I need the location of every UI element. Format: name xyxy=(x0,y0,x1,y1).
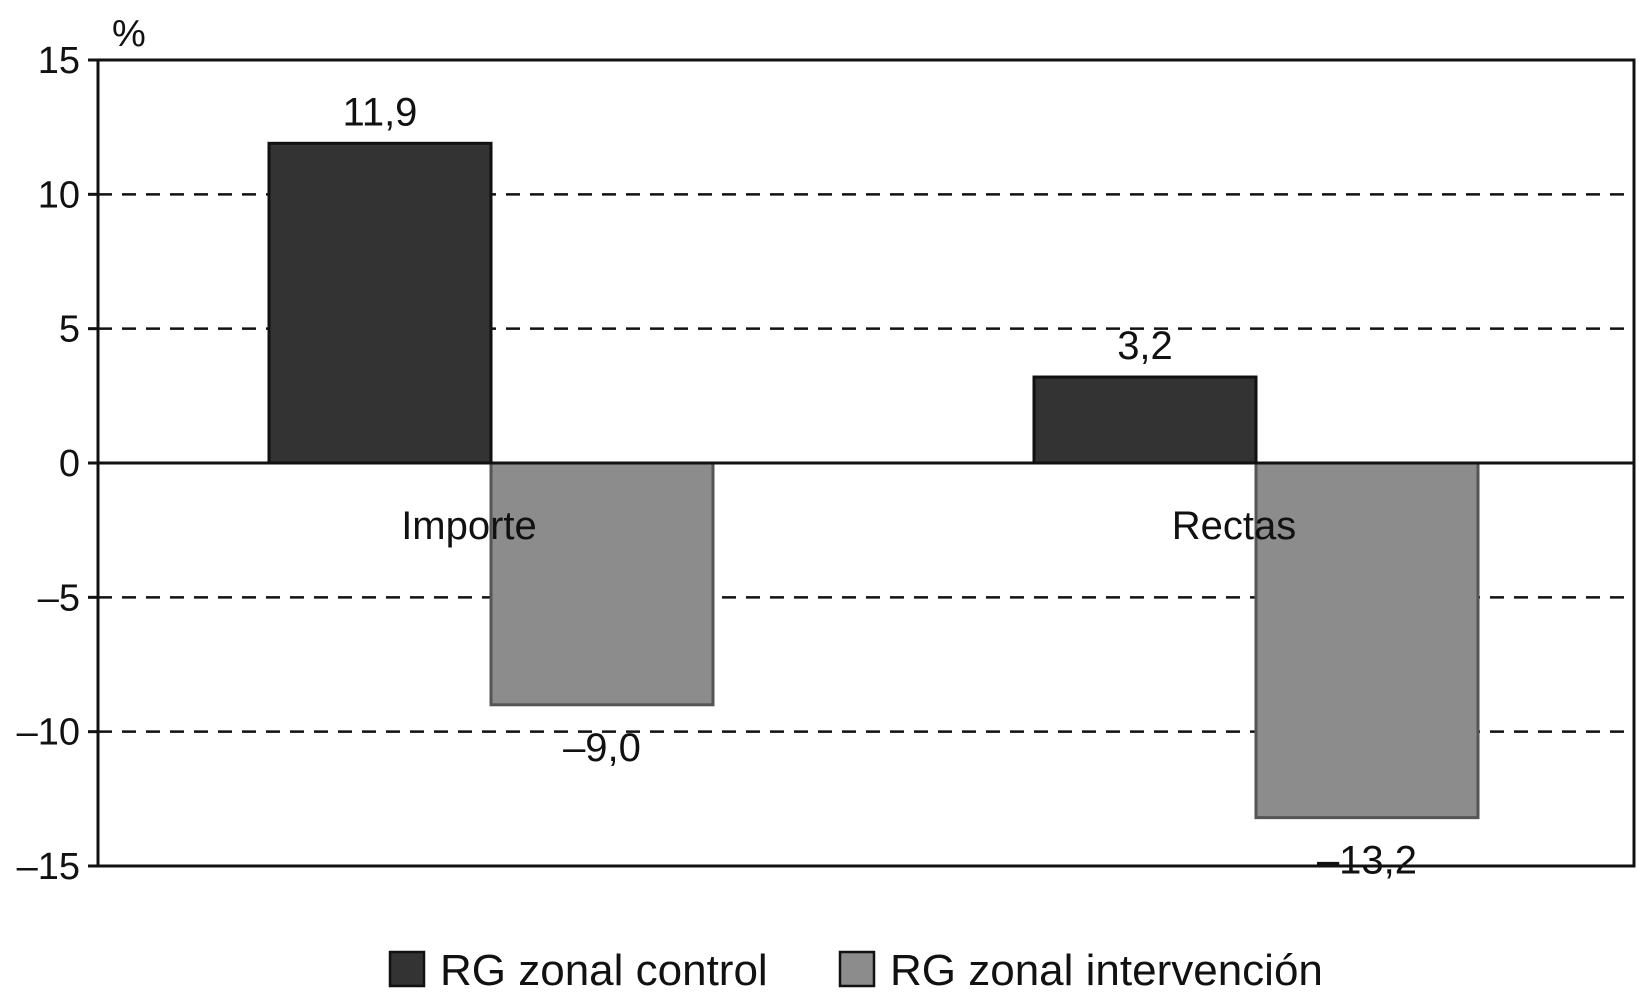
data-labels: 11,9 3,2 –9,0 –13,2 xyxy=(343,90,1418,882)
y-tick-label: –15 xyxy=(17,846,80,888)
y-tick-label: –10 xyxy=(17,712,80,754)
y-tick-label: 15 xyxy=(38,40,80,82)
bars xyxy=(267,141,1480,820)
legend-swatch xyxy=(838,950,876,988)
data-label: 3,2 xyxy=(1117,324,1173,368)
category-label-importe: Importe xyxy=(401,504,537,548)
axes xyxy=(88,58,1636,868)
legend: RG zonal control RG zonal intervención xyxy=(388,946,1323,995)
category-label-rectas: Rectas xyxy=(1172,504,1297,548)
category-labels: Importe Rectas xyxy=(401,504,1296,548)
y-tick-label: –5 xyxy=(38,577,80,619)
bar-control-rectas xyxy=(1032,375,1258,465)
data-label: –9,0 xyxy=(563,726,641,770)
y-unit-label: % xyxy=(112,13,146,55)
legend-swatch xyxy=(388,950,426,988)
y-tick-labels: 15 10 5 0 –5 –10 –15 xyxy=(17,40,80,888)
legend-label: RG zonal control xyxy=(440,946,768,995)
y-tick-label: 0 xyxy=(59,443,80,485)
bar-control-importe xyxy=(267,141,493,465)
bar-intervencion-importe xyxy=(489,461,715,707)
bar-intervencion-rectas xyxy=(1254,461,1480,820)
y-tick-label: 10 xyxy=(38,174,80,216)
data-label: 11,9 xyxy=(343,90,418,134)
data-label: –13,2 xyxy=(1317,839,1417,883)
legend-label: RG zonal intervención xyxy=(890,946,1323,995)
y-tick-label: 5 xyxy=(59,309,80,351)
